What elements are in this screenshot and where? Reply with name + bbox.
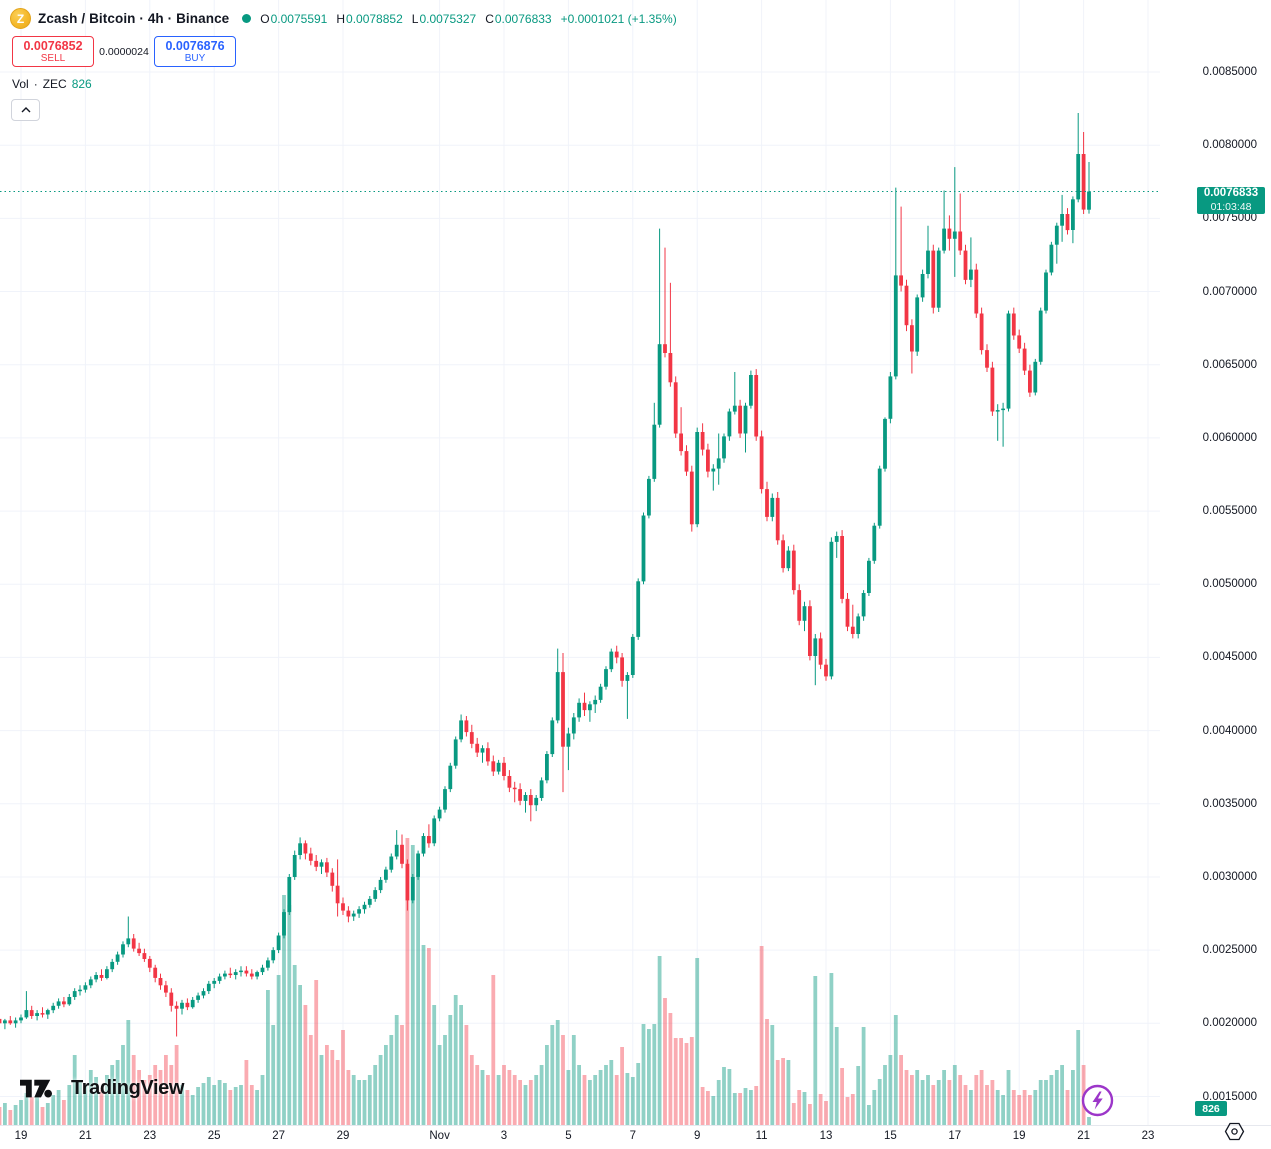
- time-axis-label: 15: [883, 1130, 897, 1142]
- time-axis-label: 5: [565, 1130, 572, 1142]
- time-axis-label: 27: [272, 1130, 285, 1142]
- trade-panel: 0.0076852 SELL 0.0000024 0.0076876 BUY: [12, 36, 236, 67]
- time-axis[interactable]: 19 21 23 25 27 29 Nov 3 5 7 9 11 13 15 17 19 21 23: [0, 1125, 1271, 1149]
- sell-label: SELL: [40, 52, 66, 64]
- low-value: 0.0075327: [419, 11, 477, 26]
- sell-button[interactable]: 0.0076852 SELL: [12, 36, 94, 67]
- pane-collapse-button[interactable]: [11, 99, 40, 121]
- time-axis-label: 19: [1012, 1130, 1026, 1142]
- volume-label: Vol: [12, 77, 29, 91]
- price-axis-label: 0.0040000: [1202, 724, 1257, 737]
- time-axis-label: 13: [819, 1130, 833, 1142]
- price-axis-label: 0.0065000: [1202, 358, 1257, 371]
- high-label: H: [336, 11, 346, 26]
- last-price-tag[interactable]: 0.0076833 01:03:48: [1197, 186, 1265, 214]
- buy-price: 0.0076876: [165, 38, 225, 53]
- zcash-coin-icon: Z: [10, 8, 31, 29]
- lightning-icon: [1081, 1084, 1114, 1117]
- price-axis-label: 0.0080000: [1202, 139, 1257, 152]
- volume-axis-tag: 826: [1195, 1101, 1227, 1116]
- time-axis-label: 7: [629, 1130, 636, 1142]
- separator-dot: ·: [33, 77, 38, 91]
- time-axis-label: 23: [143, 1130, 157, 1142]
- price-axis-label: 0.0035000: [1202, 797, 1257, 810]
- price-axis-label: 0.0060000: [1202, 431, 1257, 444]
- change-value: +0.0001021: [560, 11, 625, 26]
- volume-asset: ZEC: [42, 77, 67, 91]
- price-axis-label: 0.0050000: [1202, 578, 1257, 591]
- time-axis-label: 19: [14, 1130, 28, 1142]
- boost-button[interactable]: [1081, 1084, 1114, 1117]
- price-axis-label: 0.0045000: [1202, 651, 1257, 664]
- ohlc-values: O0.0075591 H0.0078852 L0.0075327 C0.0076…: [260, 12, 676, 26]
- close-value: 0.0076833: [494, 11, 552, 26]
- candle-countdown: 01:03:48: [1210, 200, 1252, 213]
- axis-settings-button[interactable]: [1222, 1121, 1246, 1141]
- sell-price: 0.0076852: [23, 38, 83, 53]
- candlestick-chart-canvas[interactable]: [0, 0, 1160, 1125]
- close-label: C: [485, 11, 494, 26]
- time-axis-label: 25: [207, 1130, 221, 1142]
- price-axis-label: 0.0020000: [1202, 1017, 1257, 1030]
- price-axis-label: 0.0055000: [1202, 505, 1257, 518]
- price-axis-label: 0.0025000: [1202, 944, 1257, 957]
- price-axis-label: 0.0085000: [1202, 66, 1257, 78]
- symbol-title[interactable]: Zcash / Bitcoin · 4h · Binance: [38, 11, 230, 26]
- time-axis-label: 23: [1141, 1130, 1155, 1142]
- time-axis-label: 3: [500, 1130, 508, 1142]
- buy-button[interactable]: 0.0076876 BUY: [154, 36, 236, 67]
- price-axis-label: 0.0075000: [1202, 212, 1257, 225]
- change-percent: (+1.35%): [627, 11, 677, 26]
- price-axis-label: 0.0070000: [1202, 285, 1257, 298]
- time-axis-label: 11: [755, 1130, 768, 1142]
- time-axis-label: 17: [948, 1130, 962, 1142]
- open-label: O: [260, 11, 270, 26]
- time-axis-label: 29: [336, 1130, 350, 1142]
- low-label: L: [411, 11, 419, 26]
- volume-current-value: 826: [71, 77, 92, 91]
- time-axis-label: Nov: [429, 1130, 450, 1142]
- chevron-up-icon: [21, 107, 30, 113]
- time-axis-label: 21: [1077, 1130, 1090, 1142]
- price-axis[interactable]: 0.0085000 0.0080000 0.0075000 0.0070000 0.00…: [1160, 0, 1271, 1125]
- buy-label: BUY: [184, 52, 206, 64]
- spread-value: 0.0000024: [99, 45, 149, 58]
- gear-icon: [1224, 1122, 1244, 1140]
- open-value: 0.0075591: [270, 11, 328, 26]
- tradingview-logo-icon: [20, 1079, 53, 1097]
- time-axis-label: 21: [78, 1130, 92, 1142]
- tradingview-wordmark: TradingView: [71, 1077, 185, 1099]
- tradingview-watermark[interactable]: TradingView: [20, 1077, 184, 1100]
- market-status-dot-icon[interactable]: [242, 14, 252, 23]
- volume-legend[interactable]: Vol · ZEC 826: [12, 77, 92, 91]
- price-axis-label: 0.0015000: [1202, 1090, 1257, 1103]
- time-axis-label: 9: [693, 1130, 701, 1142]
- price-axis-label: 0.0030000: [1202, 870, 1257, 883]
- symbol-legend: Z Zcash / Bitcoin · 4h · Binance O0.0075…: [10, 8, 677, 29]
- last-price-value: 0.0076833: [1203, 187, 1259, 200]
- high-value: 0.0078852: [346, 11, 403, 26]
